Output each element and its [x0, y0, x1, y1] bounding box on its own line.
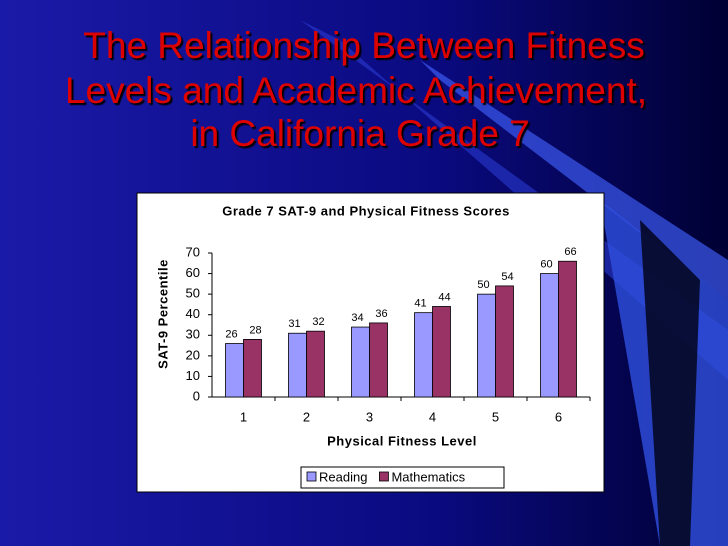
- bar: [243, 338, 262, 398]
- y-tick-label: 50: [186, 286, 200, 301]
- y-tick-label: 40: [186, 306, 200, 321]
- bar: [495, 285, 514, 398]
- data-label: 54: [501, 271, 513, 283]
- slide-title: The Relationship Between Fitness: [83, 25, 644, 66]
- x-tick-label: 4: [429, 409, 436, 424]
- bar: [477, 293, 496, 398]
- bar: [369, 322, 388, 398]
- data-label: 66: [564, 246, 576, 258]
- x-tick-label: 1: [240, 409, 247, 424]
- y-tick-label: 0: [193, 388, 200, 403]
- data-label: 31: [288, 318, 300, 330]
- bar: [225, 343, 244, 398]
- chart-title: Grade 7 SAT-9 and Physical Fitness Score…: [222, 203, 510, 218]
- bar: [288, 332, 307, 398]
- bar: [414, 312, 433, 398]
- data-label: 36: [375, 308, 387, 320]
- legend-box: [300, 466, 505, 489]
- x-tick-label: 3: [366, 409, 373, 424]
- y-tick-label: 10: [186, 368, 200, 383]
- data-label: 50: [477, 279, 489, 291]
- bar: [432, 306, 451, 398]
- data-label: 60: [540, 258, 552, 270]
- bar: [540, 273, 559, 398]
- data-label: 34: [351, 312, 363, 324]
- data-label: 26: [225, 328, 237, 340]
- legend-swatch: [379, 471, 389, 482]
- data-label: 41: [414, 298, 426, 310]
- y-axis-label: SAT-9 Percentile: [155, 259, 170, 369]
- y-tick-label: 70: [186, 244, 200, 259]
- x-tick-label: 2: [303, 409, 310, 424]
- x-tick-label: 5: [492, 409, 499, 424]
- bar: [351, 326, 370, 398]
- x-axis-label: Physical Fitness Level: [327, 433, 477, 448]
- y-tick-label: 60: [186, 265, 200, 280]
- bar: [558, 260, 577, 398]
- legend-swatch: [306, 471, 317, 482]
- decor-streak: [640, 220, 700, 546]
- data-label: 32: [312, 316, 324, 328]
- data-label: 28: [249, 324, 261, 336]
- legend-label: Reading: [319, 469, 367, 484]
- legend-label: Mathematics: [391, 469, 465, 484]
- data-label: 44: [438, 291, 450, 303]
- slide-title: Levels and Academic Achievement,: [65, 70, 647, 111]
- slide-title: in California Grade 7: [190, 113, 529, 154]
- y-tick-label: 30: [186, 327, 200, 342]
- y-tick-label: 20: [186, 347, 200, 362]
- x-tick-label: 6: [555, 409, 562, 424]
- bar: [306, 330, 325, 398]
